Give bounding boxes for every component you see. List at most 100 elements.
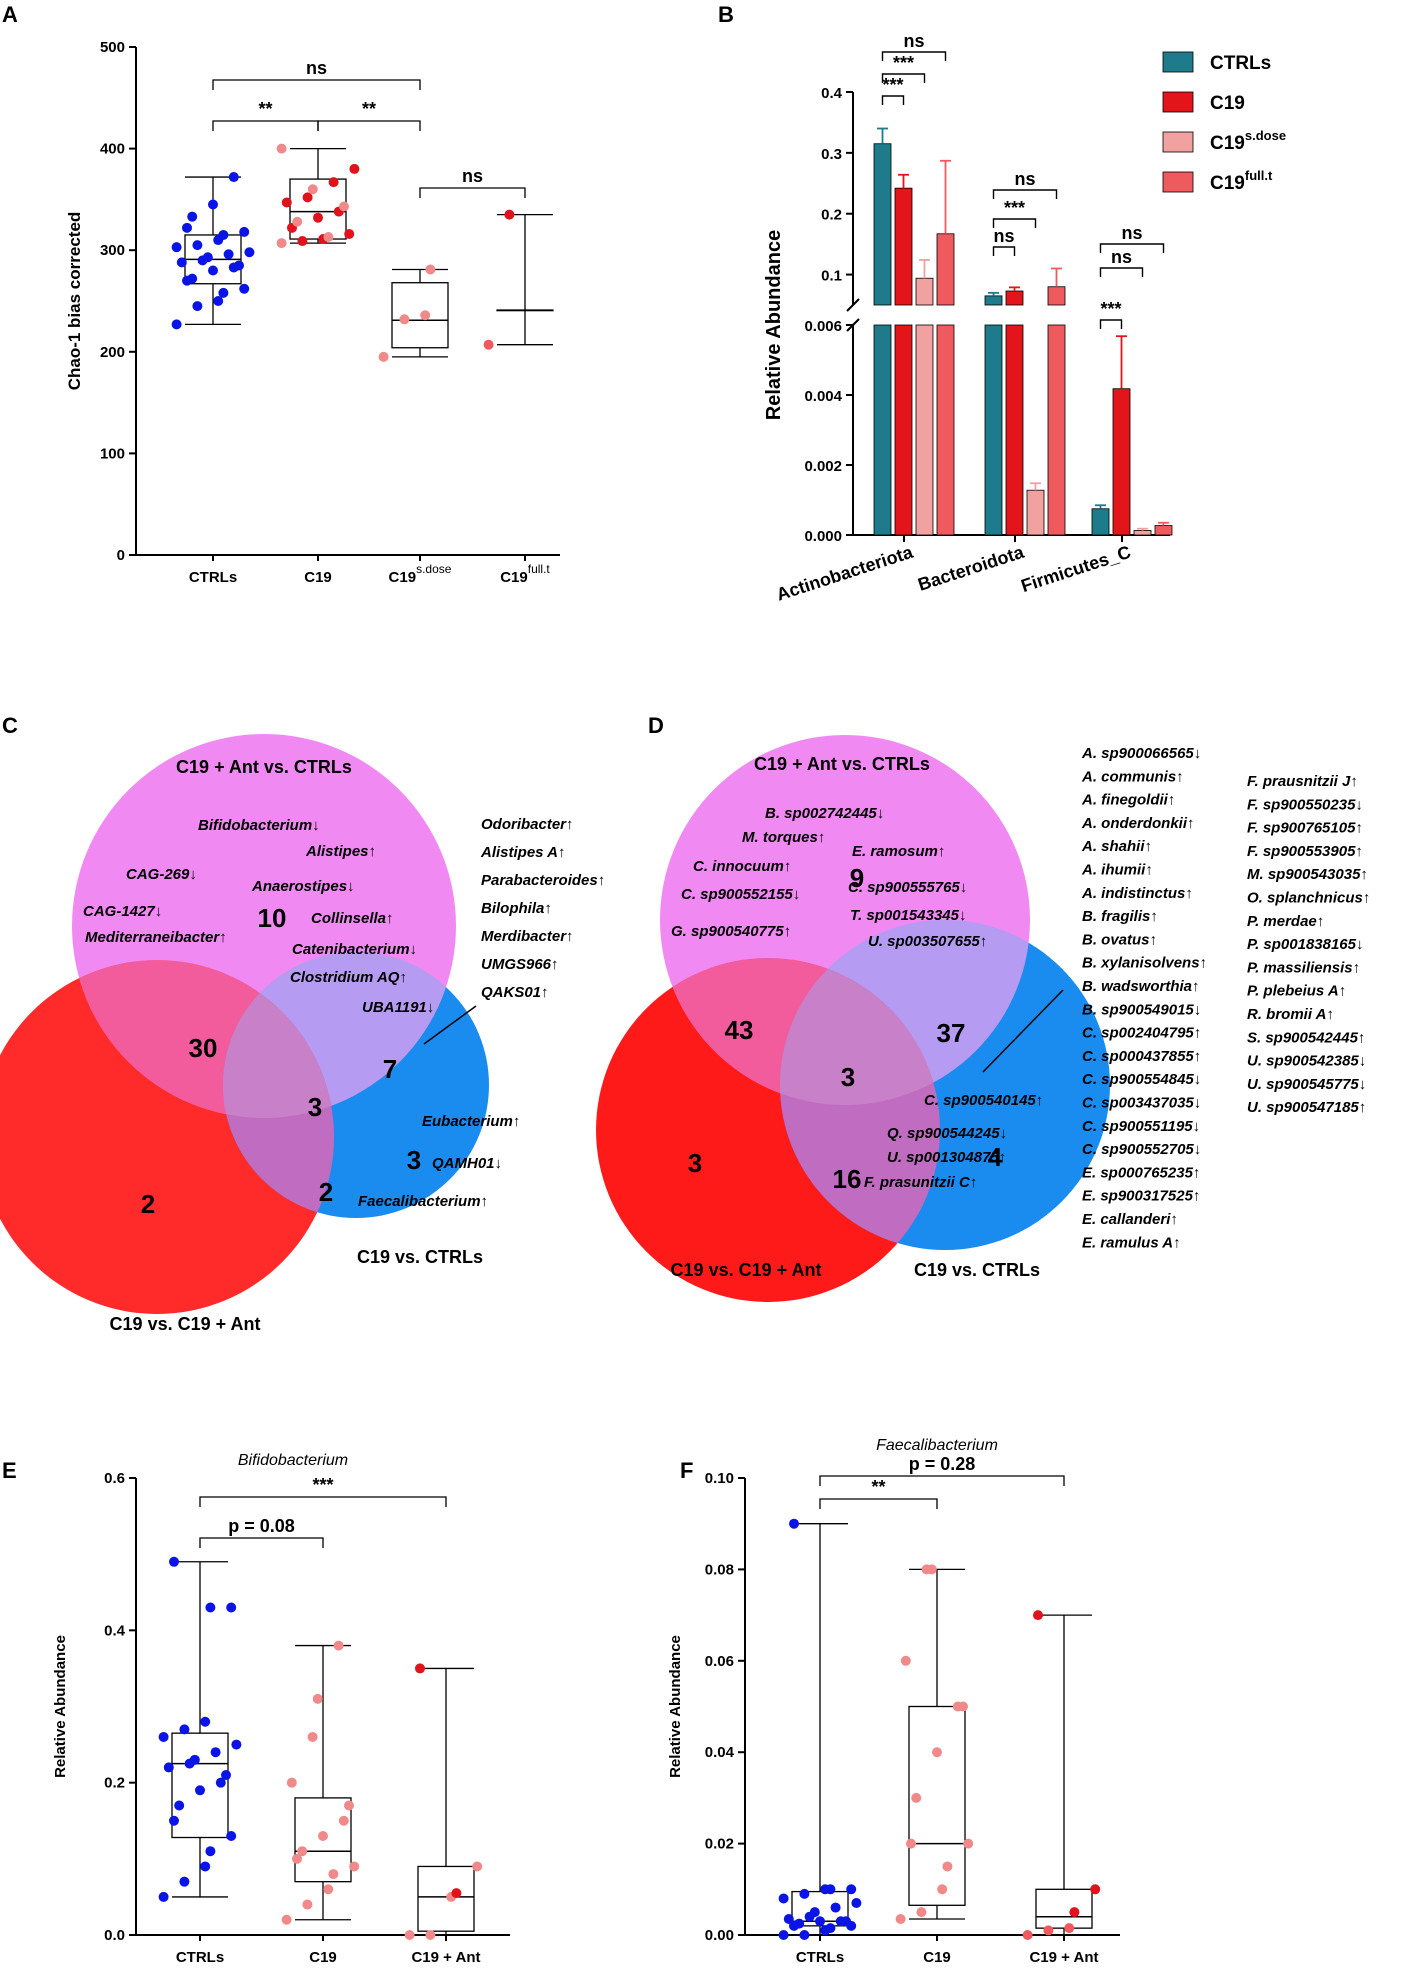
sig-bracket — [819, 1498, 938, 1509]
sig-label: ns — [993, 226, 1014, 246]
bar-lower-part — [1005, 324, 1024, 536]
data-point — [958, 1701, 968, 1712]
data-point — [169, 1556, 179, 1567]
x-tick-label: C19s.dose — [389, 562, 452, 586]
data-point — [302, 1899, 313, 1910]
x-tick-label: C19 + Ant — [411, 1949, 480, 1965]
data-point — [313, 212, 323, 223]
data-point — [344, 228, 355, 239]
data-point — [825, 1923, 836, 1934]
data-point — [205, 1846, 216, 1857]
x-tick-label: CTRLs — [189, 569, 237, 586]
bar-lower-part — [894, 324, 913, 536]
sig-bracket — [992, 189, 1058, 199]
sig-bracket — [992, 218, 1037, 228]
y-tick-label: 0.00 — [705, 1927, 734, 1944]
x-tick-label: C19full.t — [500, 562, 550, 586]
data-point — [312, 1693, 323, 1704]
bar — [1133, 530, 1152, 536]
y-tick-label: 200 — [100, 344, 125, 361]
data-point — [1064, 1923, 1075, 1934]
bar — [1091, 508, 1110, 536]
bar — [873, 143, 892, 306]
data-point — [179, 1876, 190, 1887]
venn-c-right-label: C19 vs. CTRLs — [357, 1247, 483, 1267]
y-tick-label: 0.6 — [104, 1470, 125, 1487]
data-point — [226, 1830, 237, 1841]
data-point — [344, 1800, 354, 1811]
sig-bracket — [199, 1496, 447, 1507]
data-point — [942, 1861, 953, 1872]
sig-label: ** — [362, 99, 376, 119]
data-point — [911, 1792, 922, 1803]
data-point — [900, 1655, 911, 1666]
data-point — [205, 1602, 216, 1613]
data-point — [783, 1914, 794, 1925]
chart-a-chao1: 0 100 200 300 400 500 Chao-1 bias corrected CTR… — [65, 39, 560, 586]
data-point — [307, 184, 318, 195]
x-tick-label: C19 — [923, 1949, 951, 1965]
y-axis-label: Relative Abundance — [52, 1635, 69, 1778]
sig-label: ns — [462, 166, 483, 186]
legend-label: C19s.dose — [1210, 128, 1286, 154]
data-point — [276, 143, 287, 154]
data-point — [318, 1830, 328, 1841]
sig-label: ns — [1121, 223, 1142, 243]
legend-label: C19 — [1210, 93, 1245, 114]
panel-label-e: E — [2, 1458, 17, 1483]
data-point — [239, 226, 250, 237]
data-point — [192, 301, 203, 312]
bar-lower-part — [984, 324, 1003, 536]
box — [391, 282, 449, 349]
sig-bracket — [1099, 267, 1144, 277]
data-point — [292, 1853, 302, 1864]
data-point — [176, 257, 187, 268]
legend-label: C19full.t — [1210, 168, 1273, 194]
data-point — [926, 1564, 937, 1575]
sig-label: *** — [882, 75, 903, 95]
data-point — [399, 314, 410, 325]
data-point — [187, 211, 198, 222]
data-point — [799, 1888, 810, 1899]
data-point — [778, 1930, 789, 1940]
sig-label: *** — [1004, 198, 1025, 218]
y-tick-label: 0.002 — [804, 458, 842, 475]
data-point — [307, 1731, 318, 1742]
y-tick-label: 400 — [100, 141, 125, 158]
data-point — [451, 1888, 462, 1899]
data-point — [323, 1884, 334, 1895]
data-point — [158, 1731, 169, 1742]
legend-swatch — [1162, 131, 1194, 153]
venn-d-bottom-label: C19 vs. C19 + Ant — [671, 1260, 822, 1280]
data-point — [171, 319, 182, 330]
data-point — [174, 1800, 185, 1811]
data-point — [323, 231, 334, 242]
data-point — [192, 240, 203, 251]
data-point — [226, 1602, 237, 1613]
data-point — [333, 1640, 344, 1651]
y-tick-label: 0.08 — [705, 1561, 734, 1578]
data-point — [179, 1724, 190, 1735]
panel-label-f: F — [680, 1458, 693, 1483]
data-point — [218, 229, 229, 240]
y-tick-label: 0.000 — [804, 528, 842, 545]
bar — [1047, 286, 1066, 306]
data-point — [328, 1869, 339, 1880]
sig-label: ns — [1111, 247, 1132, 267]
sig-bracket — [317, 120, 421, 131]
data-point — [292, 216, 303, 227]
sig-bracket — [419, 187, 526, 198]
data-point — [202, 252, 213, 263]
bar — [1026, 489, 1045, 536]
data-point — [302, 192, 313, 203]
y-tick-label: 0.3 — [821, 146, 842, 163]
bar-lower-part — [936, 324, 955, 536]
data-point — [425, 264, 436, 275]
data-point — [932, 1747, 942, 1758]
data-point — [799, 1930, 810, 1940]
data-point — [169, 1815, 179, 1826]
sig-bracket — [881, 95, 905, 105]
data-point — [281, 197, 292, 208]
y-axis-label: Relative Abundance — [667, 1635, 684, 1778]
chart-e-bifidobacterium: 0.0 0.2 0.4 0.6 Relative Abundance Bifidobact… — [52, 1452, 510, 1966]
